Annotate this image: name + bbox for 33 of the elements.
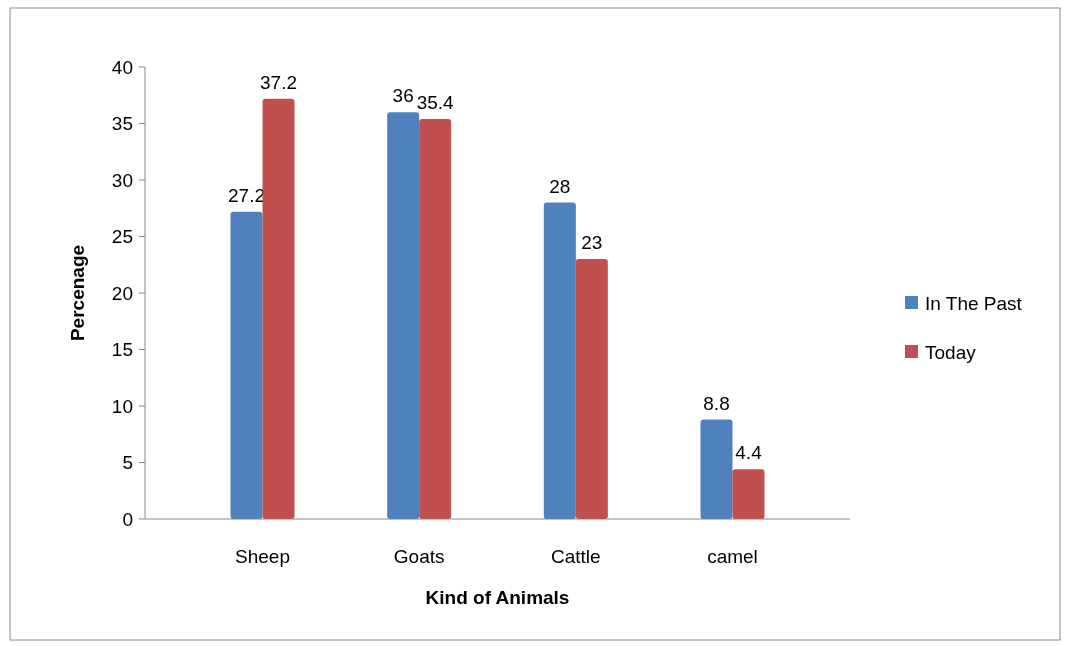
bar [387, 112, 420, 519]
y-axis-title: Percenage [67, 244, 88, 342]
data-label: 36 [392, 85, 414, 107]
data-label: 27.2 [228, 184, 265, 206]
y-tick-label: 30 [111, 169, 133, 191]
bar [230, 211, 263, 519]
data-label: 8.8 [703, 392, 730, 414]
data-label: 4.4 [735, 442, 763, 464]
x-tick-label: Goats [393, 546, 445, 567]
bar [575, 259, 608, 519]
data-label: 28 [549, 175, 571, 197]
y-tick-label: 0 [122, 508, 133, 530]
y-tick-label: 25 [111, 226, 133, 248]
x-tick-label: Cattle [551, 546, 601, 567]
x-tick-label: Sheep [235, 546, 290, 567]
y-tick-label: 15 [111, 339, 133, 361]
legend-label: In The Past [925, 292, 1023, 314]
y-tick-label: 5 [122, 452, 133, 474]
y-tick-label: 20 [111, 282, 133, 304]
data-label: 35.4 [416, 91, 455, 113]
bar [543, 202, 576, 519]
bar [262, 98, 295, 519]
x-tick-label: camel [707, 546, 758, 567]
bar [732, 469, 765, 519]
data-label: 23 [581, 232, 603, 254]
y-tick-label: 10 [111, 395, 133, 417]
legend-label: Today [925, 341, 977, 363]
bar [700, 419, 733, 519]
x-axis-title: Kind of Animals [425, 587, 570, 608]
data-label: 37.2 [260, 71, 297, 93]
y-tick-label: 35 [111, 113, 133, 135]
y-tick-label: 40 [111, 56, 133, 78]
bar [419, 118, 452, 519]
